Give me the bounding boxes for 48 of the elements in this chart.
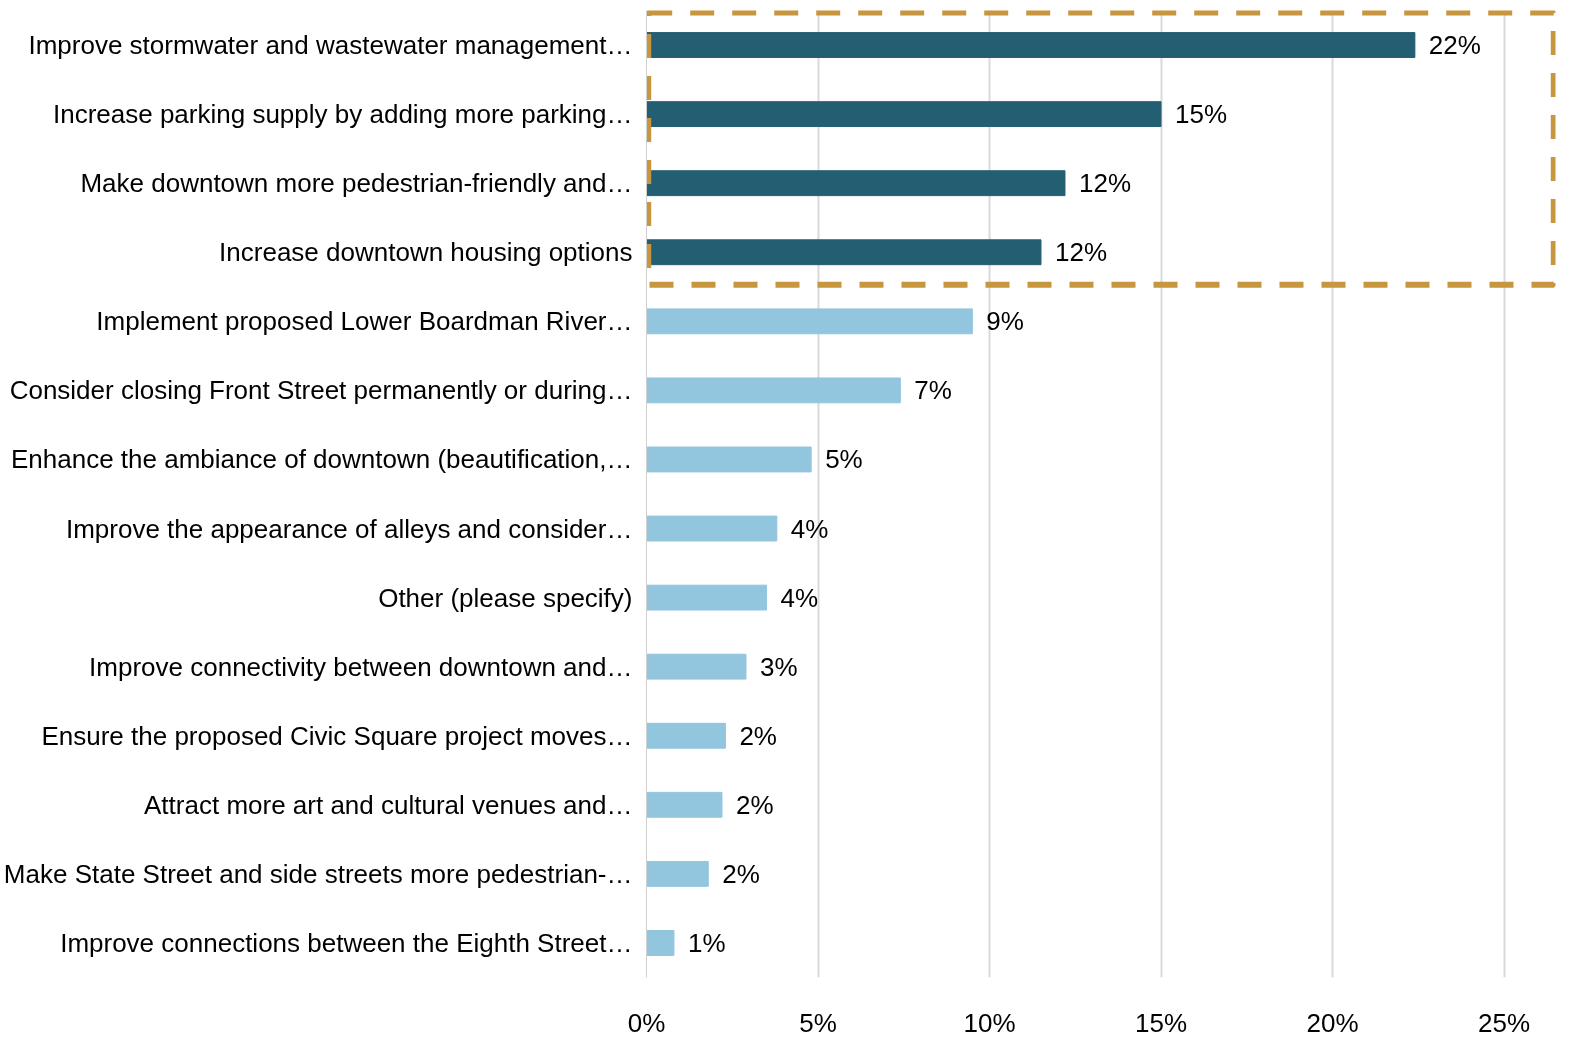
y-tick-label: Increase downtown housing options bbox=[219, 237, 633, 268]
x-tick-label: 5% bbox=[799, 1007, 837, 1038]
x-tick-label: 15% bbox=[1135, 1007, 1188, 1038]
y-tick-label: Increase parking supply by adding more parking… bbox=[52, 99, 633, 130]
y-tick-label: Attract more art and cultural venues and… bbox=[144, 789, 633, 820]
bar bbox=[646, 722, 726, 749]
x-tick-label: 0% bbox=[627, 1007, 666, 1038]
y-tick-label: Make downtown more pedestrian-friendly and… bbox=[80, 168, 633, 199]
bar bbox=[646, 515, 778, 542]
y-tick-label: Improve the appearance of alleys and consider… bbox=[65, 513, 633, 544]
bar bbox=[646, 239, 1042, 266]
bar bbox=[646, 791, 723, 818]
data-label: 2% bbox=[735, 789, 774, 820]
bar bbox=[646, 653, 747, 680]
bar bbox=[646, 584, 768, 611]
y-tick-label: Other (please specify) bbox=[378, 582, 633, 613]
bar bbox=[646, 32, 1416, 58]
data-label: 4% bbox=[790, 513, 829, 544]
bar bbox=[646, 446, 812, 473]
y-tick-label: Improve connections between the Eighth Street… bbox=[60, 927, 633, 958]
data-label: 4% bbox=[780, 582, 819, 613]
y-tick-label: Improve stormwater and wastewater management… bbox=[28, 30, 633, 61]
bar bbox=[646, 308, 973, 335]
bar bbox=[646, 377, 901, 404]
y-tick-label: Improve connectivity between downtown and… bbox=[89, 651, 633, 682]
y-tick-label: Consider closing Front Street permanently or during… bbox=[9, 375, 633, 406]
x-tick-label: 25% bbox=[1478, 1007, 1531, 1038]
data-label: 2% bbox=[739, 720, 777, 751]
y-tick-label: Implement proposed Lower Boardman River… bbox=[96, 306, 633, 337]
x-tick-label: 20% bbox=[1306, 1007, 1359, 1038]
data-label: 15% bbox=[1175, 99, 1228, 130]
x-tick-label: 10% bbox=[963, 1007, 1016, 1038]
data-label: 5% bbox=[825, 444, 863, 475]
bar bbox=[646, 101, 1162, 128]
data-label: 7% bbox=[914, 375, 952, 406]
y-tick-label: Enhance the ambiance of downtown (beautification,… bbox=[11, 444, 633, 475]
data-label: 12% bbox=[1078, 168, 1132, 199]
data-label: 1% bbox=[687, 927, 726, 958]
data-label: 9% bbox=[986, 306, 1024, 337]
bar bbox=[646, 170, 1066, 197]
data-label: 12% bbox=[1054, 237, 1108, 268]
bar bbox=[646, 860, 709, 887]
data-label: 22% bbox=[1428, 30, 1481, 61]
y-tick-label: Ensure the proposed Civic Square project moves… bbox=[41, 720, 633, 751]
y-tick-label: Make State Street and side streets more pedestrian-… bbox=[3, 858, 633, 889]
data-label: 3% bbox=[759, 651, 798, 682]
bar bbox=[646, 930, 675, 956]
data-label: 2% bbox=[722, 858, 760, 889]
